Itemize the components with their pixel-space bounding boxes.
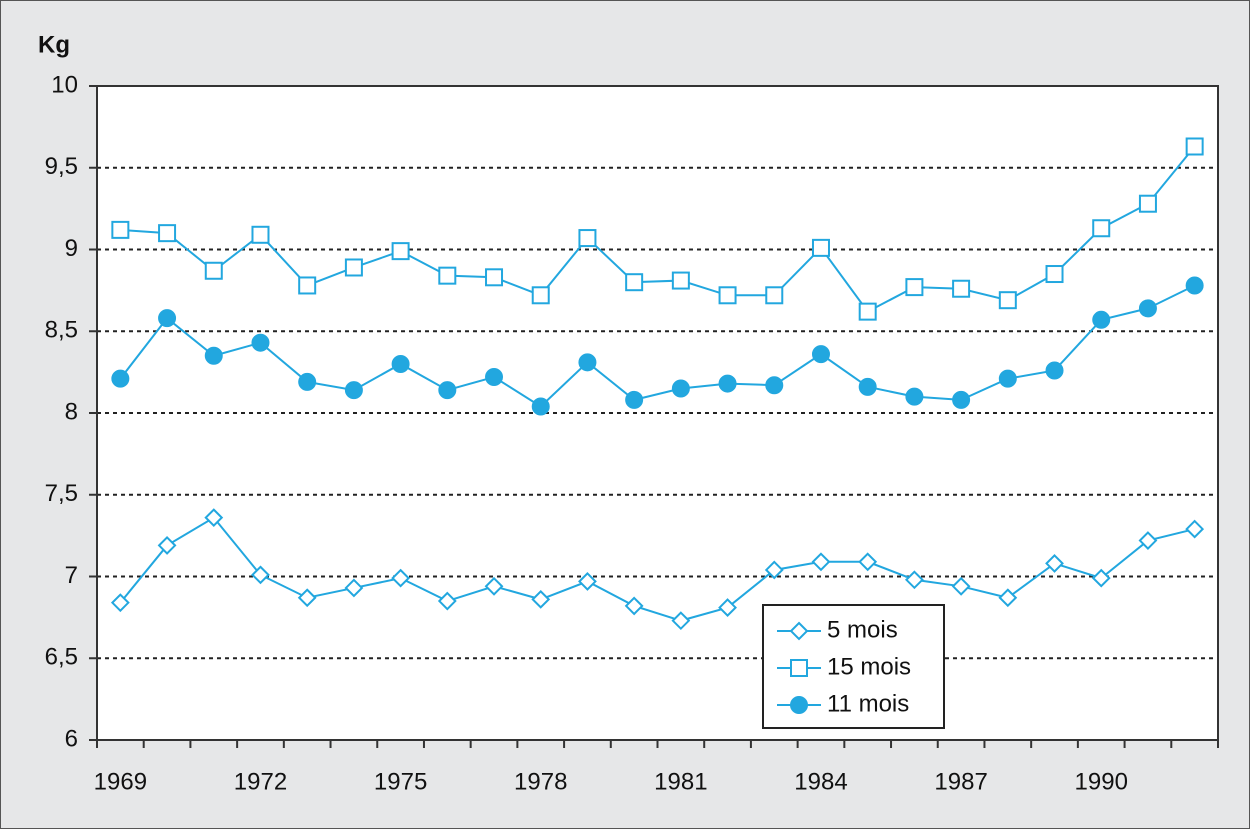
point (1045, 361, 1064, 380)
point (904, 570, 924, 590)
series-line (119, 516, 1195, 622)
y-tick-label: 7,5 (45, 480, 78, 507)
point (157, 536, 177, 555)
point (484, 576, 504, 596)
y-tick-label: 9,5 (45, 153, 78, 180)
point (789, 621, 809, 641)
point (811, 345, 830, 364)
point (624, 596, 644, 616)
point (1091, 568, 1111, 588)
legend: 5 mois 15 mois 11 mois (762, 604, 945, 729)
point (951, 576, 971, 596)
point (111, 369, 130, 388)
point (998, 291, 1017, 310)
point (1045, 265, 1064, 284)
point (438, 381, 457, 400)
y-tick-label: 6,5 (45, 644, 78, 671)
legend-label: 15 mois (827, 653, 911, 680)
point (764, 560, 784, 580)
point (718, 598, 737, 617)
point (578, 229, 597, 248)
point (998, 369, 1017, 388)
x-tick-label: 1990 (1075, 768, 1128, 795)
point (110, 593, 130, 613)
x-tick-label: 1981 (654, 768, 707, 795)
point (1092, 219, 1111, 238)
point (811, 238, 830, 257)
point (111, 220, 130, 239)
point (671, 611, 691, 631)
point (344, 258, 363, 277)
point (344, 381, 363, 400)
point (1185, 276, 1204, 295)
point (485, 268, 504, 287)
legend-label: 5 mois (827, 616, 898, 643)
point (391, 568, 411, 588)
point (578, 353, 597, 372)
point (625, 390, 644, 409)
x-tick-label: 1987 (934, 768, 987, 795)
point (1138, 531, 1158, 550)
point (391, 354, 410, 373)
point (158, 224, 177, 243)
point (437, 591, 457, 611)
point (204, 346, 223, 365)
x-tick-label: 1975 (374, 768, 427, 795)
y-tick-label: 8 (65, 398, 78, 425)
x-tick-label: 1969 (94, 768, 147, 795)
y-tick-label: 9 (65, 235, 78, 262)
point (531, 397, 550, 416)
point (790, 659, 808, 677)
point (531, 589, 551, 609)
x-tick-label: 1978 (514, 768, 567, 795)
point (1045, 554, 1064, 573)
point (438, 266, 457, 285)
point (625, 273, 644, 292)
point (905, 387, 924, 406)
y-tick-label: 7 (65, 562, 78, 589)
point (858, 302, 877, 321)
point (297, 588, 317, 608)
point (1185, 519, 1205, 539)
point (858, 552, 878, 572)
y-tick-label: 8,5 (45, 317, 78, 344)
x-tick-label: 1972 (234, 768, 287, 795)
y-tick-label: 10 (51, 71, 78, 98)
legend-label: 11 mois (827, 690, 909, 717)
point (905, 278, 924, 297)
point (344, 578, 364, 598)
point (251, 225, 270, 244)
point (671, 379, 690, 398)
point (1138, 194, 1157, 213)
point (391, 242, 410, 261)
point (158, 309, 177, 328)
point (204, 508, 224, 528)
point (1185, 137, 1204, 156)
point (718, 374, 737, 393)
point (1092, 310, 1111, 329)
point (251, 565, 270, 585)
x-tick-label: 1984 (794, 768, 847, 795)
point (671, 271, 690, 290)
point (790, 696, 808, 714)
point (718, 286, 737, 305)
point (204, 261, 223, 280)
point (765, 376, 784, 395)
point (998, 588, 1018, 608)
point (952, 279, 971, 298)
point (811, 552, 831, 572)
point (531, 286, 550, 305)
point (298, 372, 317, 391)
point (485, 368, 504, 387)
y-axis-label: Kg (38, 31, 70, 58)
point (298, 276, 317, 295)
point (251, 333, 270, 352)
point (1138, 299, 1157, 318)
point (952, 390, 971, 409)
point (765, 286, 784, 305)
point (858, 377, 877, 396)
y-tick-label: 6 (65, 725, 78, 752)
point (578, 571, 597, 591)
